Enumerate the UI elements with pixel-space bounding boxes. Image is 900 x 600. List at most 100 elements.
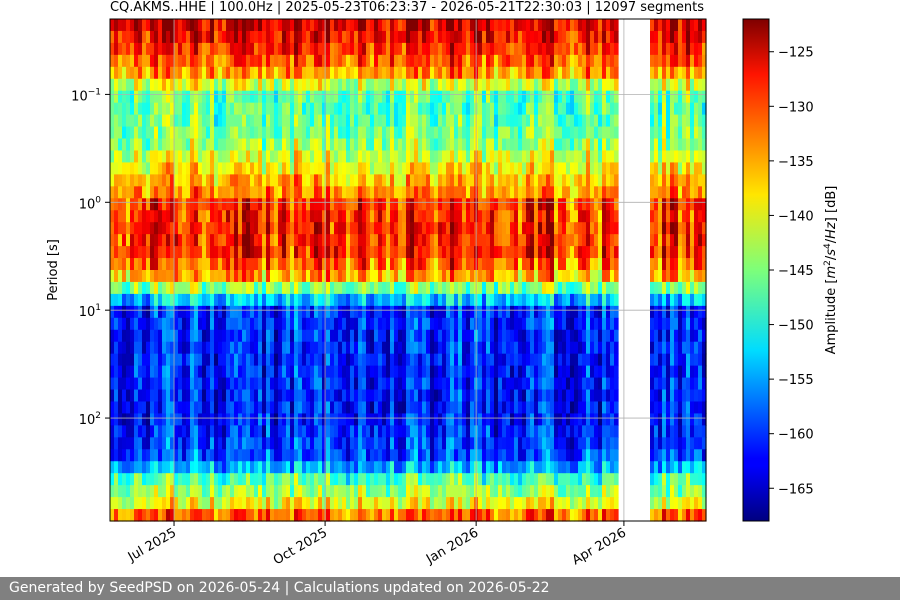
heatmap-cell <box>122 425 127 438</box>
heatmap-cell <box>530 150 535 164</box>
heatmap-cell <box>478 210 483 223</box>
heatmap-cell <box>194 413 199 426</box>
heatmap-cell <box>490 293 495 307</box>
heatmap-cell <box>558 90 563 104</box>
heatmap-cell <box>198 461 203 474</box>
heatmap-cell <box>418 66 423 80</box>
heatmap-cell <box>482 114 487 128</box>
heatmap-cell <box>362 270 367 283</box>
heatmap-cell <box>270 365 275 379</box>
heatmap-cell <box>546 377 551 391</box>
heatmap-cell <box>222 401 227 415</box>
heatmap-cell <box>242 353 247 367</box>
heatmap-cell <box>422 437 427 450</box>
heatmap-cell <box>254 425 259 438</box>
heatmap-cell <box>502 66 507 80</box>
heatmap-cell <box>522 389 527 403</box>
heatmap-cell <box>330 222 335 235</box>
heatmap-cell <box>294 317 299 331</box>
heatmap-cell <box>374 42 379 56</box>
heatmap-cell <box>526 198 531 211</box>
heatmap-cell <box>578 186 583 199</box>
heatmap-cell <box>574 293 579 307</box>
heatmap-cell <box>490 42 495 56</box>
heatmap-cell <box>126 198 131 211</box>
heatmap-cell <box>386 377 391 391</box>
heatmap-cell <box>110 377 115 391</box>
heatmap-cell <box>214 329 219 343</box>
heatmap-cell <box>502 174 507 187</box>
heatmap-cell <box>234 353 239 367</box>
heatmap-cell <box>438 270 443 283</box>
heatmap-cell <box>526 19 531 32</box>
heatmap-cell <box>166 138 171 152</box>
heatmap-cell <box>126 497 131 510</box>
heatmap-cell <box>250 281 255 295</box>
heatmap-cell <box>434 461 439 474</box>
heatmap-cell <box>398 102 403 116</box>
heatmap-cell <box>570 377 575 391</box>
heatmap-cell <box>174 317 179 331</box>
heatmap-cell <box>218 186 223 199</box>
heatmap-cell <box>134 270 139 283</box>
heatmap-cell <box>198 162 203 175</box>
heatmap-cell <box>358 353 363 367</box>
heatmap-cell <box>534 126 539 140</box>
heatmap-cell <box>306 449 311 462</box>
heatmap-cell <box>546 389 551 403</box>
heatmap-cell <box>378 30 383 44</box>
heatmap-cell <box>222 30 227 44</box>
heatmap-cell <box>542 198 547 211</box>
heatmap-cell <box>190 473 195 486</box>
heatmap-cell <box>462 425 467 438</box>
heatmap-cell <box>178 114 183 128</box>
heatmap-cell <box>438 102 443 116</box>
heatmap-cell <box>262 317 267 331</box>
heatmap-cell <box>334 66 339 80</box>
heatmap-cell <box>118 365 123 379</box>
heatmap-cell <box>574 413 579 426</box>
heatmap-cell <box>154 138 159 152</box>
heatmap-cell <box>258 305 263 319</box>
heatmap-cell <box>374 413 379 426</box>
heatmap-cell <box>574 54 579 68</box>
heatmap-cell <box>246 305 251 319</box>
heatmap-cell <box>310 222 315 235</box>
heatmap-cell <box>354 270 359 283</box>
heatmap-cell <box>130 485 135 498</box>
heatmap-cell <box>390 497 395 510</box>
heatmap-cell <box>342 377 347 391</box>
heatmap-cell <box>198 401 203 415</box>
heatmap-cell <box>182 246 187 259</box>
heatmap-cell <box>386 198 391 211</box>
heatmap-cell <box>322 150 327 164</box>
heatmap-cell <box>134 174 139 187</box>
heatmap-cell <box>574 102 579 116</box>
heatmap-cell <box>150 126 155 140</box>
heatmap-cell <box>570 389 575 403</box>
heatmap-cell <box>442 186 447 199</box>
heatmap-cell <box>390 341 395 355</box>
heatmap-cell <box>286 258 291 271</box>
heatmap-cell <box>126 210 131 223</box>
heatmap-cell <box>318 258 323 271</box>
heatmap-cell <box>414 401 419 415</box>
heatmap-cell <box>522 473 527 486</box>
heatmap-cell <box>366 473 371 486</box>
heatmap-cell <box>302 389 307 403</box>
heatmap-cell <box>354 234 359 247</box>
heatmap-cell <box>554 270 559 283</box>
heatmap-cell <box>242 377 247 391</box>
heatmap-cell <box>206 246 211 259</box>
heatmap-cell <box>174 162 179 175</box>
heatmap-cell <box>418 54 423 68</box>
heatmap-cell <box>366 126 371 140</box>
heatmap-cell <box>326 485 331 498</box>
heatmap-cell <box>570 485 575 498</box>
heatmap-cell <box>274 389 279 403</box>
heatmap-cell <box>138 377 143 391</box>
heatmap-cell <box>226 305 231 319</box>
heatmap-cell <box>130 449 135 462</box>
heatmap-cell <box>382 449 387 462</box>
heatmap-cell <box>154 246 159 259</box>
